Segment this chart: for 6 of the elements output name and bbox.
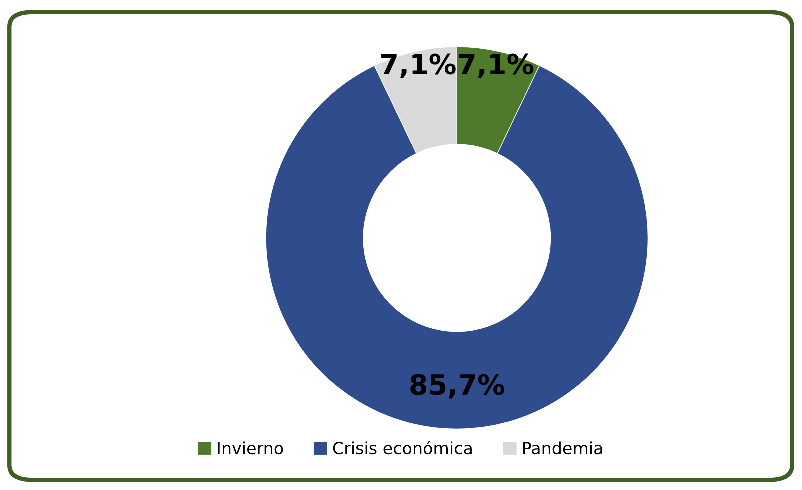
legend-label: Invierno <box>218 442 284 455</box>
legend-label: Crisis económica <box>333 441 472 455</box>
data-label: 7,1% <box>382 54 456 78</box>
legend-label: Pandemia <box>523 442 602 455</box>
data-label: 7,1% <box>459 54 534 78</box>
data-label: 85,7% <box>410 374 504 399</box>
